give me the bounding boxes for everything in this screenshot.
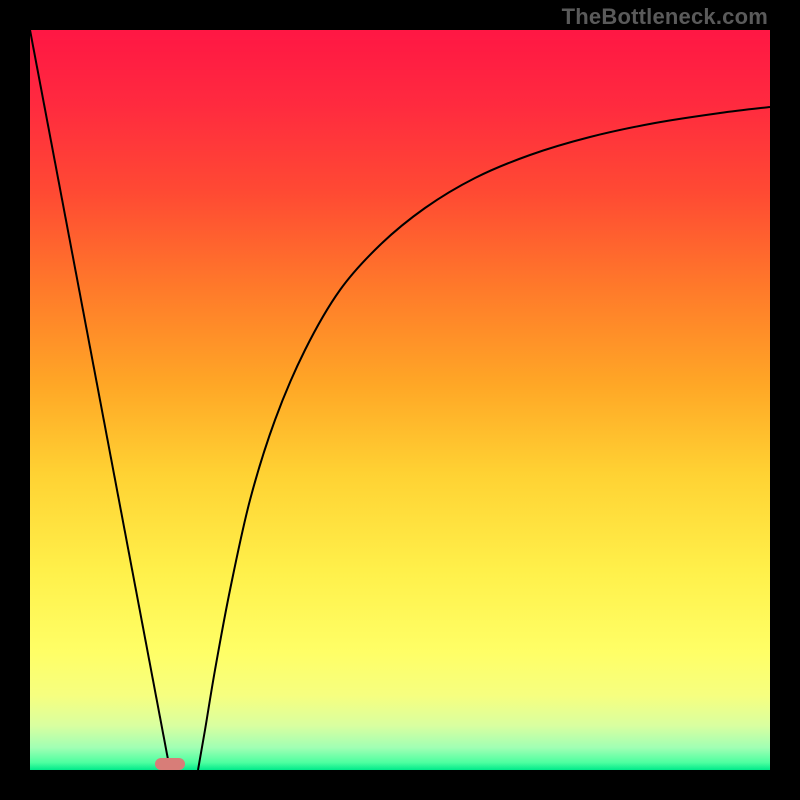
plot-area <box>30 30 770 770</box>
right-curve <box>198 107 770 770</box>
curve-layer <box>30 30 770 770</box>
chart-frame: TheBottleneck.com <box>0 0 800 800</box>
watermark-text: TheBottleneck.com <box>562 4 768 30</box>
minimum-marker <box>155 758 185 770</box>
left-line <box>30 30 170 770</box>
